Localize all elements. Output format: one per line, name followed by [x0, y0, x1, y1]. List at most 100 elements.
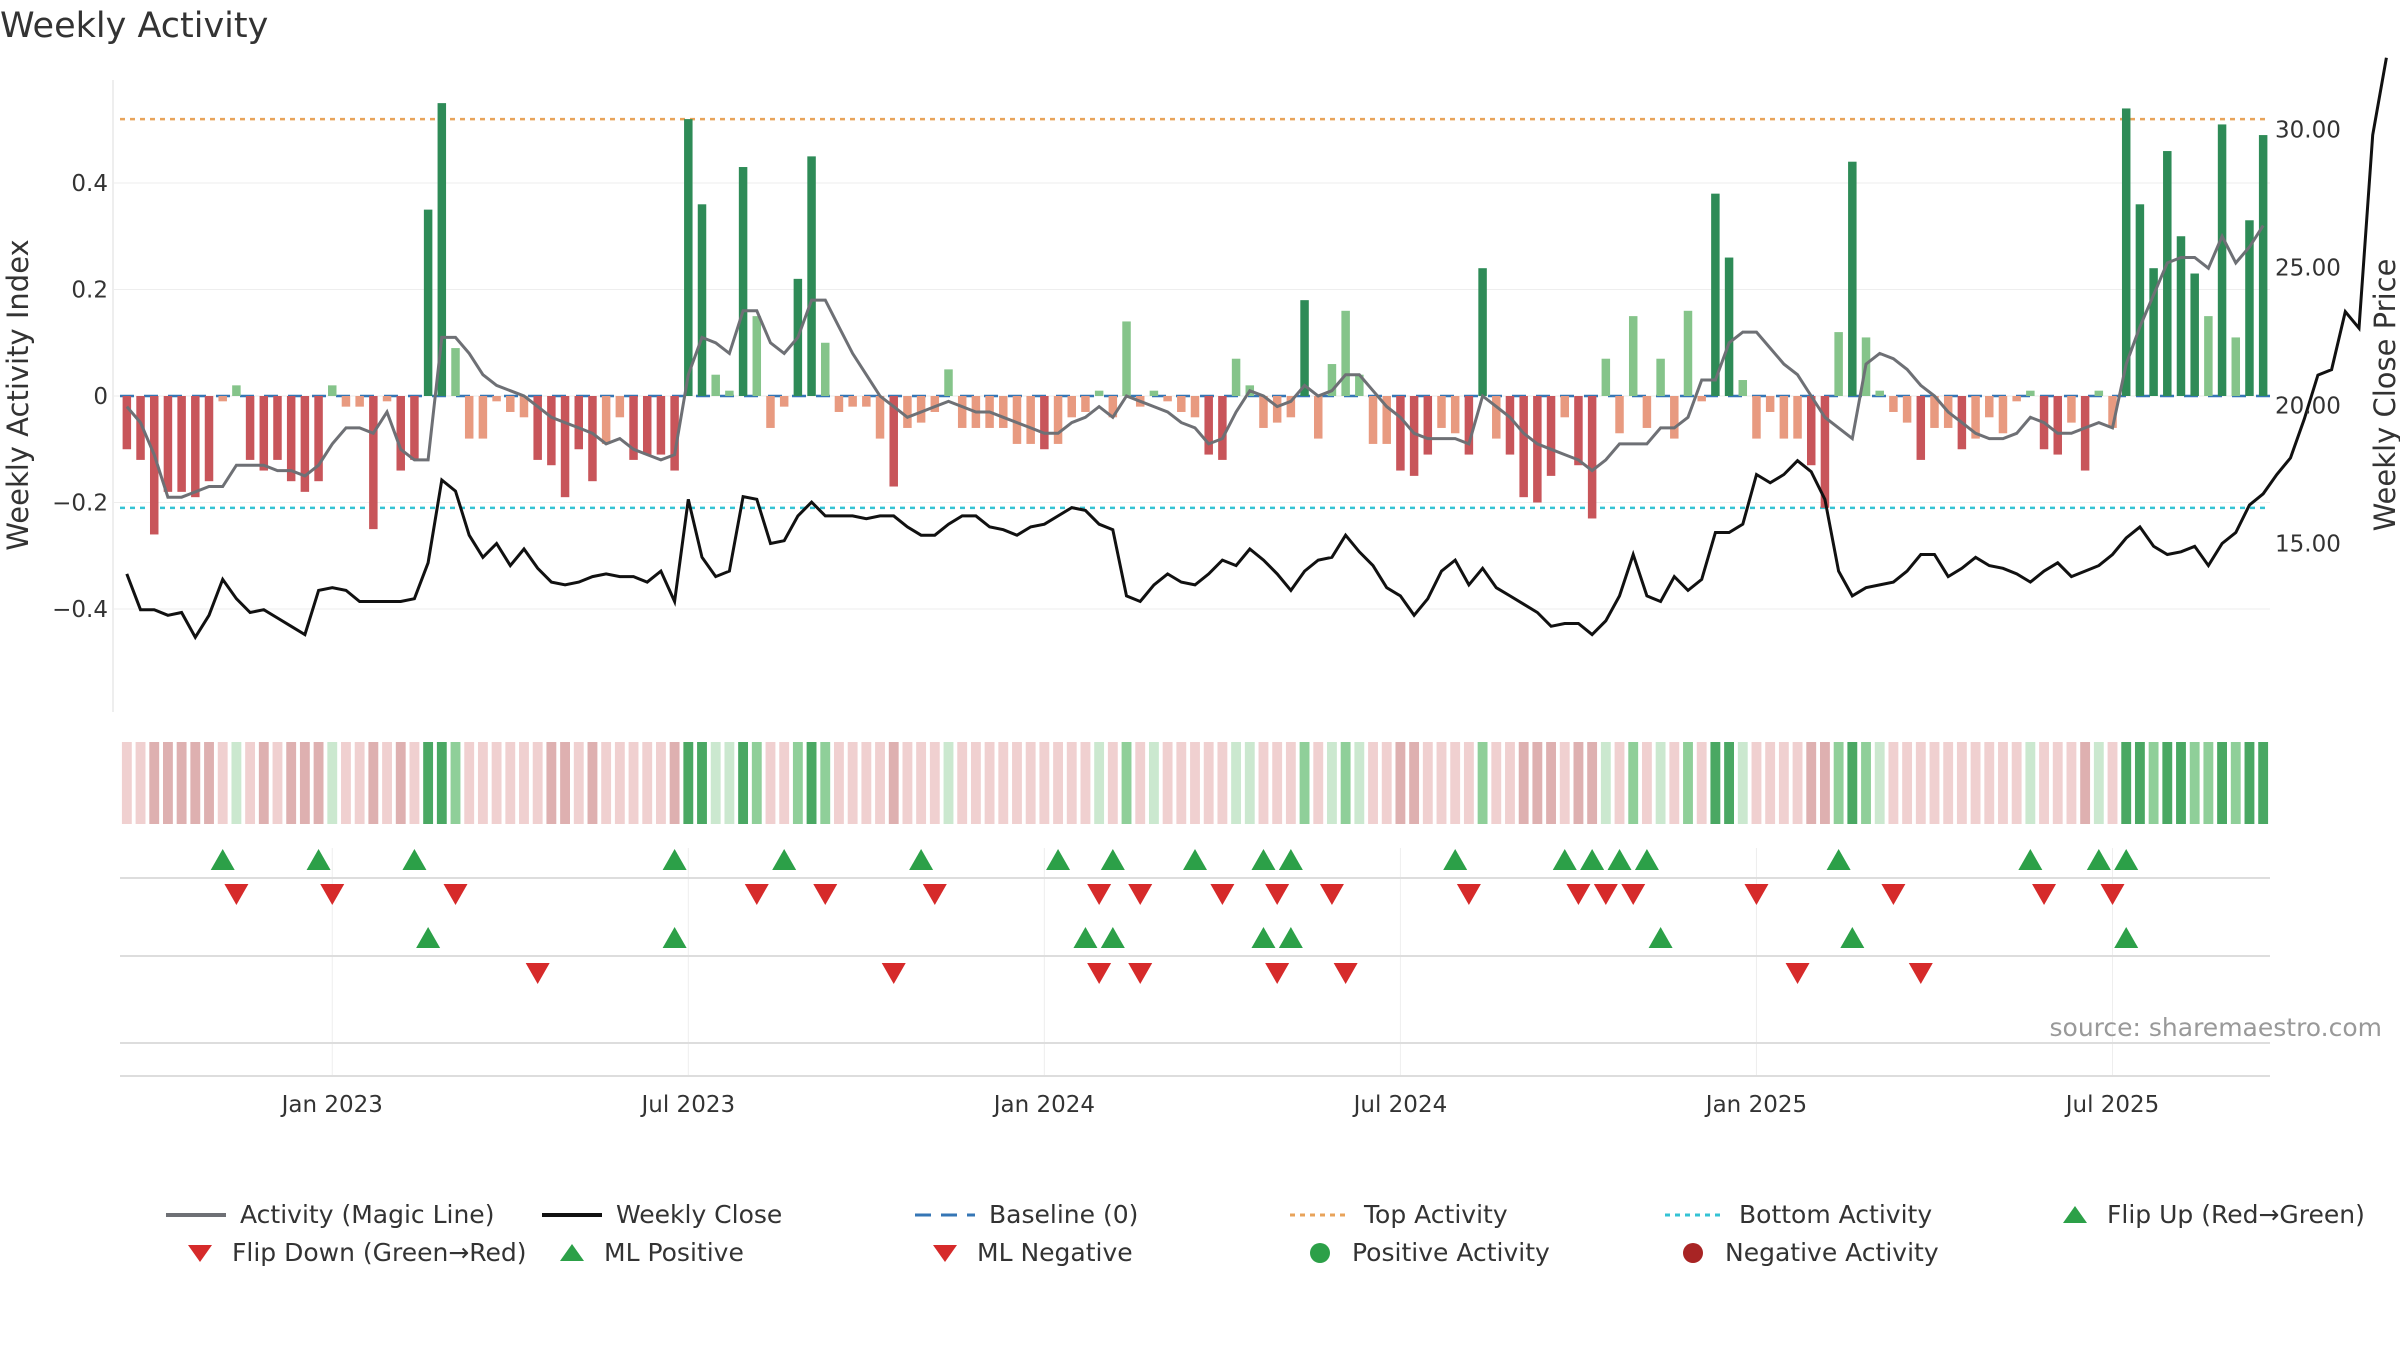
x-tick-label: Jan 2024: [992, 1092, 1095, 1118]
ml-positive-marker: [416, 927, 441, 948]
flip-up-marker: [1607, 849, 1632, 870]
legend-bottom: Bottom Activity: [1665, 1200, 1932, 1229]
activity-bar: [738, 167, 748, 396]
strip-cell: [2217, 742, 2227, 824]
ml-negative-marker: [1265, 963, 1290, 984]
activity-bar: [1272, 396, 1282, 423]
strip-cell: [368, 742, 379, 824]
strip-cell: [1724, 742, 1735, 824]
activity-bar: [136, 396, 145, 460]
flip-down-marker: [1593, 884, 1618, 905]
y-tick-label: −0.4: [52, 597, 108, 623]
activity-bar: [656, 396, 666, 455]
y2-tick-label: 30.00: [2275, 118, 2341, 144]
legend-top-swatch: [1290, 1213, 1350, 1216]
activity-bar: [1382, 396, 1391, 444]
strip-cell: [2093, 742, 2104, 824]
activity-bar: [2245, 220, 2254, 396]
activity-bar: [245, 396, 255, 460]
activity-bar: [2258, 135, 2268, 396]
activity-bar: [1793, 396, 1802, 439]
activity-bar: [1820, 396, 1830, 508]
activity-bar: [1368, 396, 1378, 444]
strip-cell: [1272, 742, 1283, 824]
strip-cell: [1573, 742, 1584, 824]
ml-positive-marker: [1648, 927, 1673, 948]
strip-cell: [231, 742, 242, 824]
activity-bar: [711, 374, 720, 396]
strip-cell: [464, 742, 475, 824]
strip-cell: [861, 742, 872, 824]
flip-down-marker: [1210, 884, 1235, 905]
legend-flip-up-label: Flip Up (Red→Green): [2107, 1200, 2365, 1229]
activity-bar: [122, 396, 132, 450]
activity-bars: [122, 103, 2268, 535]
strip-cell: [1395, 742, 1406, 824]
strip-cell: [1696, 742, 1707, 824]
strip-cell: [779, 742, 790, 824]
activity-bar: [642, 396, 652, 455]
strip-cell: [1039, 742, 1050, 824]
activity-bar: [1177, 396, 1186, 412]
strip-cell: [875, 742, 885, 824]
ml-positive-marker: [662, 927, 687, 948]
activity-bar: [478, 396, 488, 439]
strip-cell: [765, 742, 776, 824]
strip-cell: [1998, 742, 2008, 824]
activity-bar: [889, 396, 898, 487]
strip-cell: [1532, 742, 1543, 824]
activity-bar: [1204, 396, 1213, 455]
strip-cell: [1956, 742, 1967, 824]
strip-cell: [1148, 742, 1159, 824]
strip-cell: [1915, 742, 1926, 824]
activity-bar: [232, 385, 241, 396]
strip-cell: [1737, 742, 1748, 824]
activity-bar: [1738, 380, 1748, 396]
chart-title: Weekly Activity: [0, 6, 269, 46]
activity-bar: [588, 396, 597, 482]
activity-bar: [862, 396, 871, 407]
strip-cell: [135, 742, 146, 824]
y-tick-label: 0: [93, 384, 108, 410]
strip-cell: [1053, 742, 1063, 824]
flip-up-marker: [1552, 849, 1577, 870]
flip-up-marker: [662, 849, 687, 870]
flip-up-marker: [1580, 849, 1605, 870]
activity-bar: [2053, 396, 2062, 455]
strip-cell: [519, 742, 529, 824]
activity-bar: [1998, 396, 2008, 434]
flip-up-marker: [772, 849, 797, 870]
flip-up-marker: [1183, 849, 1207, 870]
flip-up-marker: [1046, 849, 1071, 870]
strip-cell: [1107, 742, 1118, 824]
activity-bar: [2108, 396, 2117, 428]
activity-bar: [807, 156, 816, 396]
strip-cell: [1861, 742, 1871, 824]
grid-layer: [114, 182, 2270, 1077]
strip-cell: [560, 742, 570, 824]
activity-bar: [1286, 396, 1296, 418]
x-tick-label: Jul 2025: [2064, 1092, 2160, 1118]
activity-bar: [2094, 390, 2104, 396]
strip-cell: [1217, 742, 1228, 824]
strip-cell: [395, 742, 406, 824]
strip-cell: [1984, 742, 1995, 824]
strip-cell: [1094, 742, 1105, 824]
strip-cell: [121, 742, 132, 824]
flip-up-icon: [2063, 1205, 2087, 1223]
activity-bar: [752, 316, 762, 396]
strip-cell: [1600, 742, 1611, 824]
strip-cell: [957, 742, 968, 824]
strip-cell: [2052, 742, 2063, 824]
activity-bar: [286, 396, 296, 482]
strip-cell: [341, 742, 351, 824]
strip-cell: [1176, 742, 1187, 824]
strip-cell: [970, 742, 981, 824]
strip-cell: [1806, 742, 1817, 824]
strip-cell: [1614, 742, 1625, 824]
flip-up-marker: [2086, 849, 2111, 870]
strip-cell: [1190, 742, 1200, 824]
flip-down-marker: [1087, 884, 1112, 905]
strip-cell: [1327, 742, 1337, 824]
activity-bar: [1560, 396, 1569, 418]
